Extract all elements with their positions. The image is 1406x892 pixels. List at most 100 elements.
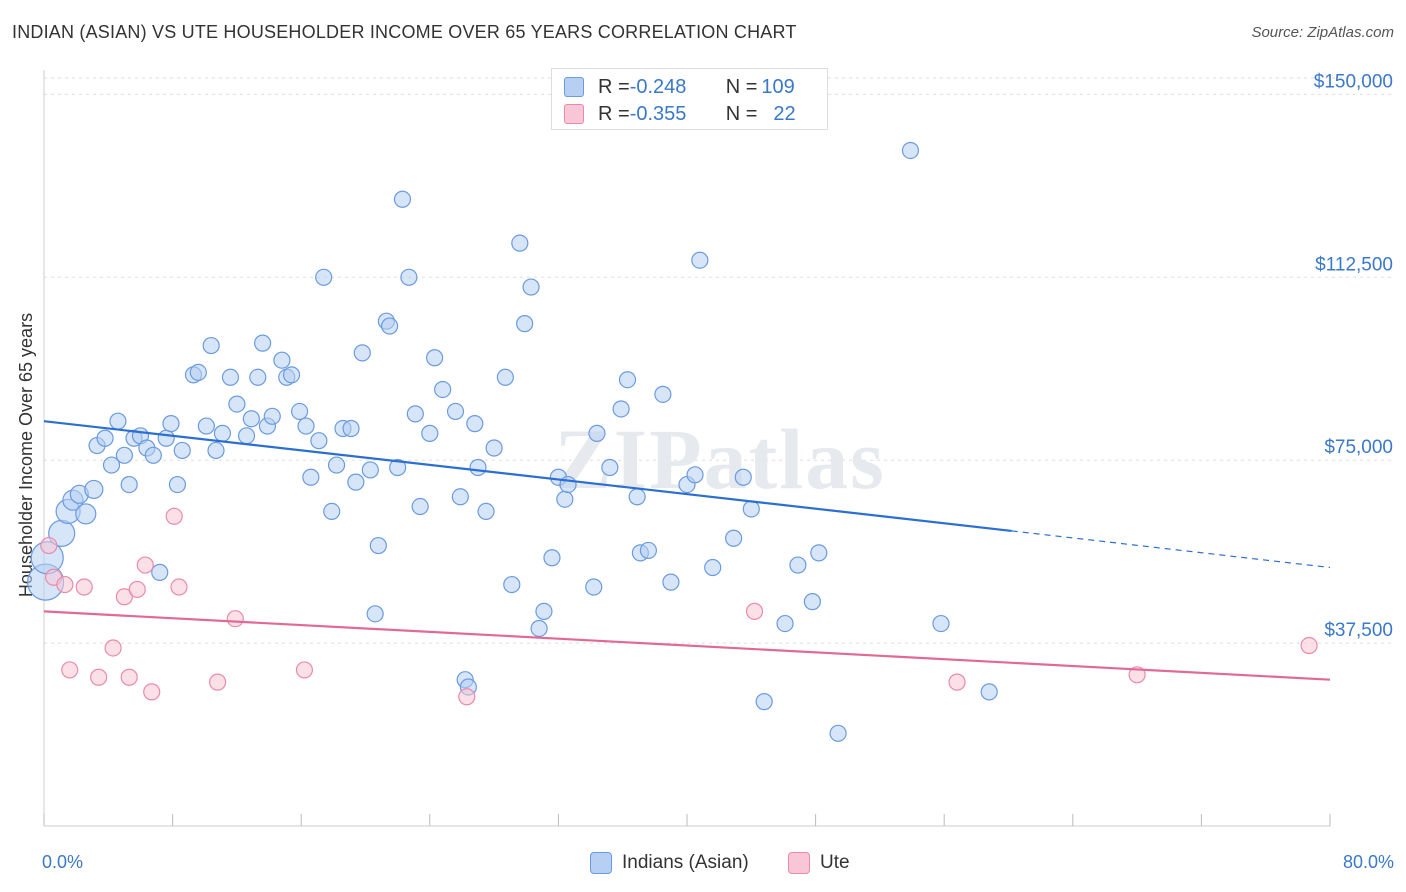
indians-point — [686, 466, 704, 484]
indians-point — [662, 573, 680, 591]
indians-trend-line — [43, 420, 1012, 533]
indians-point — [302, 468, 320, 486]
r-value: -0.355 — [629, 102, 687, 125]
watermark: ZIPatlas — [554, 411, 885, 507]
indians-point — [361, 461, 379, 479]
indians-point — [221, 368, 240, 386]
r-label: R = — [598, 75, 630, 98]
indians-point — [421, 424, 439, 442]
indians-point — [585, 578, 603, 596]
indians-point — [366, 605, 384, 623]
indians-point — [323, 502, 341, 521]
indians-point — [242, 410, 260, 428]
ute-point — [458, 688, 476, 706]
y-tick-label: $37,500 — [1324, 620, 1393, 641]
indians-point — [485, 439, 503, 457]
indians-point — [434, 380, 452, 399]
ute-point — [56, 575, 74, 594]
indians-point — [829, 724, 847, 742]
indians-point — [353, 344, 371, 362]
indians-point — [263, 407, 281, 425]
legend-item-indians[interactable]: Indians (Asian) — [590, 852, 749, 874]
indians-point — [273, 351, 291, 369]
chart-title: INDIAN (ASIAN) VS UTE HOUSEHOLDER INCOME… — [12, 22, 797, 42]
indians-point — [228, 395, 246, 413]
n-value: 22 — [773, 102, 796, 125]
ute-point — [61, 661, 79, 679]
indians-point — [522, 278, 540, 296]
indians-point — [776, 614, 794, 633]
indians-point — [755, 693, 773, 711]
indians-point — [628, 488, 646, 506]
indians-point — [654, 385, 672, 403]
indians-point — [601, 458, 619, 477]
indians-point — [347, 473, 365, 491]
ute-point — [143, 683, 161, 701]
ute-point — [115, 588, 133, 606]
indians-point — [157, 429, 175, 447]
x-axis-max-label: 80.0% — [1342, 852, 1394, 872]
indians-point — [189, 363, 207, 381]
indians-point — [249, 368, 267, 386]
indians-point — [389, 458, 407, 477]
indians-point — [109, 412, 127, 430]
indians-legend-swatch — [590, 852, 612, 874]
legend-item-ute[interactable]: Ute — [788, 852, 850, 874]
indians-point — [202, 336, 220, 355]
y-tick-label: $75,000 — [1324, 437, 1393, 458]
indians-point — [168, 475, 187, 494]
indians-point — [932, 614, 950, 633]
indians-point — [588, 424, 606, 442]
ute-point — [1300, 636, 1318, 655]
ute-point — [128, 580, 146, 599]
ute-trend-line — [43, 610, 1331, 681]
ute-point — [75, 578, 93, 596]
indians-point — [810, 544, 828, 562]
ute-point — [90, 668, 108, 686]
indians-point — [315, 268, 333, 286]
r-label: R = — [598, 102, 630, 125]
indians-point — [327, 456, 346, 474]
n-value: 109 — [761, 75, 795, 98]
indians-point — [369, 536, 387, 555]
indians-point — [207, 441, 225, 460]
indians-point — [503, 575, 521, 594]
ute-point — [170, 578, 188, 596]
indians-point — [254, 334, 272, 352]
indians-point — [556, 490, 574, 508]
indians-point — [530, 619, 548, 638]
indians-point — [120, 475, 138, 494]
ute-point — [1128, 666, 1146, 684]
indians-point — [173, 441, 191, 460]
indians-point — [310, 432, 328, 450]
stats-row-indians: R = -0.248 N = 109 — [564, 74, 795, 100]
ute-point — [948, 673, 966, 691]
indians-point — [75, 503, 97, 525]
indians-point — [901, 141, 920, 160]
ute-point — [295, 661, 314, 679]
indians-point — [151, 563, 169, 581]
indians-point — [162, 415, 180, 433]
indians-point — [803, 593, 821, 611]
indians-point — [543, 549, 561, 567]
stats-legend: R = -0.248 N = 109 R = -0.355 N = 22 — [551, 68, 828, 130]
indians-point — [466, 415, 484, 433]
ute-point — [40, 536, 58, 555]
n-label: N = — [725, 102, 758, 125]
indians-point — [237, 427, 256, 445]
indians-swatch — [564, 77, 584, 97]
ute-point — [226, 610, 244, 628]
ute-point — [104, 639, 122, 657]
legend-label-ute: Ute — [820, 852, 850, 873]
indians-point — [213, 424, 232, 442]
ute-point — [745, 602, 764, 620]
indians-point — [400, 268, 418, 286]
indians-point — [96, 429, 114, 447]
ute-point — [136, 556, 154, 574]
ute-point — [120, 668, 138, 686]
indians-point — [282, 366, 301, 384]
indians-point — [734, 468, 752, 486]
source-label: Source: ZipAtlas.com — [1251, 24, 1394, 41]
indians-point — [115, 446, 133, 464]
